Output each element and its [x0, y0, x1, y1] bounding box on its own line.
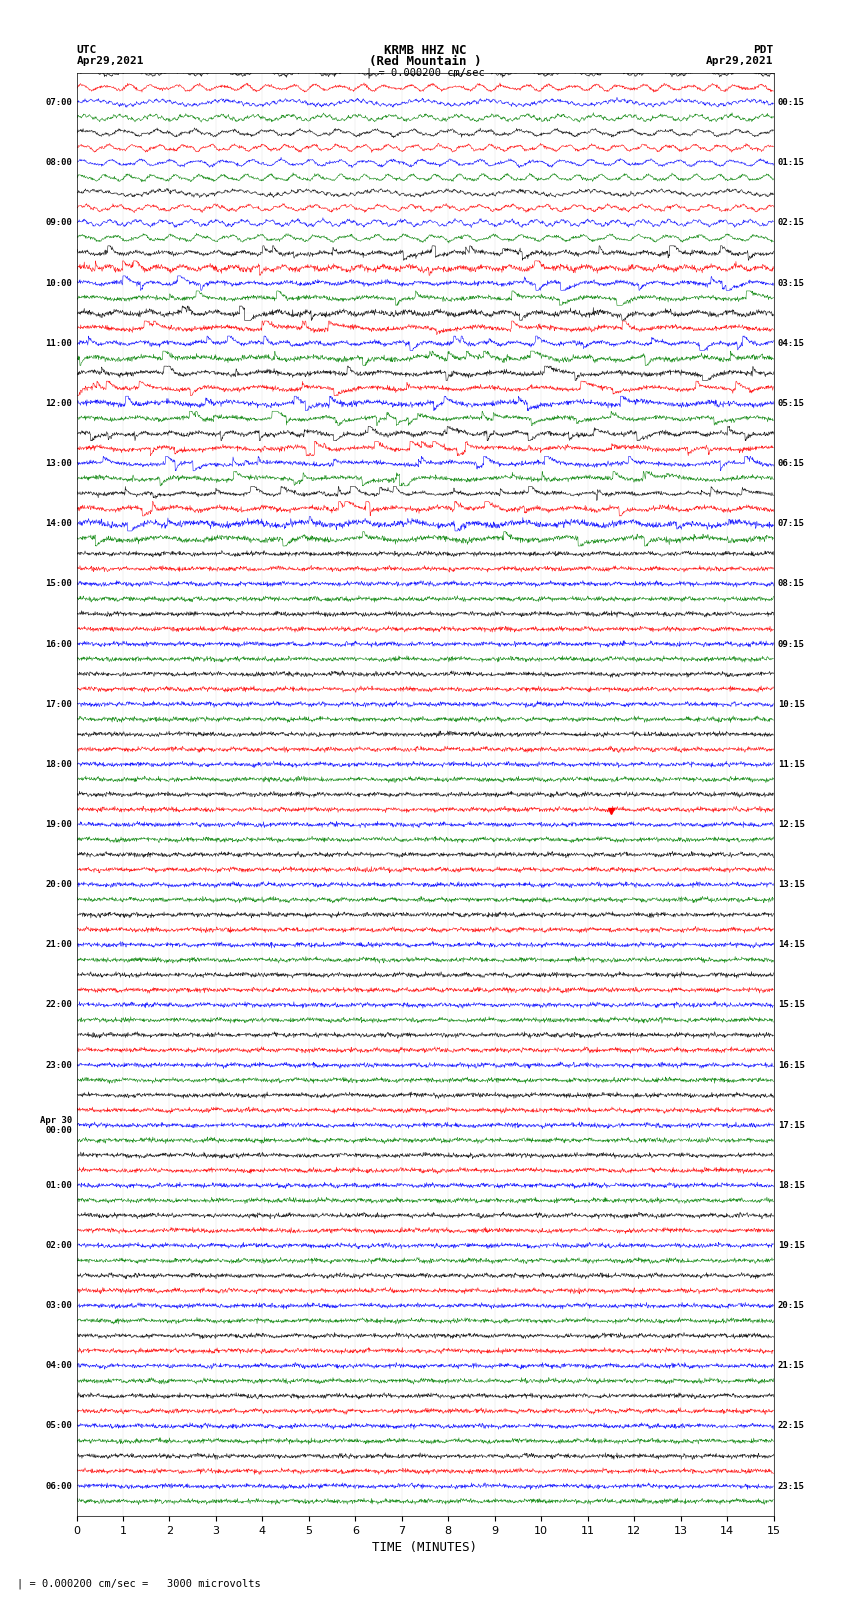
Text: 12:15: 12:15 [778, 819, 805, 829]
Text: 09:15: 09:15 [778, 639, 805, 648]
Text: (Red Mountain ): (Red Mountain ) [369, 55, 481, 68]
Text: 08:15: 08:15 [778, 579, 805, 589]
Text: 21:15: 21:15 [778, 1361, 805, 1371]
Text: 22:15: 22:15 [778, 1421, 805, 1431]
Text: 06:00: 06:00 [45, 1482, 72, 1490]
Text: 10:15: 10:15 [778, 700, 805, 708]
Text: 23:15: 23:15 [778, 1482, 805, 1490]
Text: 03:15: 03:15 [778, 279, 805, 287]
Text: 14:15: 14:15 [778, 940, 805, 950]
Text: 00:15: 00:15 [778, 98, 805, 106]
Text: 14:00: 14:00 [45, 519, 72, 527]
Text: Apr 30
00:00: Apr 30 00:00 [40, 1116, 72, 1136]
Text: 17:00: 17:00 [45, 700, 72, 708]
Text: 04:15: 04:15 [778, 339, 805, 348]
X-axis label: TIME (MINUTES): TIME (MINUTES) [372, 1542, 478, 1555]
Text: 02:00: 02:00 [45, 1240, 72, 1250]
Text: 12:00: 12:00 [45, 398, 72, 408]
Text: 05:00: 05:00 [45, 1421, 72, 1431]
Text: 02:15: 02:15 [778, 218, 805, 227]
Text: 21:00: 21:00 [45, 940, 72, 950]
Text: 08:00: 08:00 [45, 158, 72, 168]
Text: 22:00: 22:00 [45, 1000, 72, 1010]
Text: 11:15: 11:15 [778, 760, 805, 769]
Text: 11:00: 11:00 [45, 339, 72, 348]
Text: 05:15: 05:15 [778, 398, 805, 408]
Text: 23:00: 23:00 [45, 1061, 72, 1069]
Text: Apr29,2021: Apr29,2021 [706, 56, 774, 66]
Text: 01:00: 01:00 [45, 1181, 72, 1190]
Text: 04:00: 04:00 [45, 1361, 72, 1371]
Text: 19:00: 19:00 [45, 819, 72, 829]
Text: KRMB HHZ NC: KRMB HHZ NC [383, 44, 467, 56]
Text: 07:00: 07:00 [45, 98, 72, 106]
Text: 20:15: 20:15 [778, 1302, 805, 1310]
Text: 15:15: 15:15 [778, 1000, 805, 1010]
Text: 01:15: 01:15 [778, 158, 805, 168]
Text: | = 0.000200 cm/sec: | = 0.000200 cm/sec [366, 68, 484, 77]
Text: PDT: PDT [753, 45, 774, 55]
Text: 06:15: 06:15 [778, 460, 805, 468]
Text: 10:00: 10:00 [45, 279, 72, 287]
Text: 20:00: 20:00 [45, 881, 72, 889]
Text: 03:00: 03:00 [45, 1302, 72, 1310]
Text: 07:15: 07:15 [778, 519, 805, 527]
Text: | = 0.000200 cm/sec =   3000 microvolts: | = 0.000200 cm/sec = 3000 microvolts [17, 1579, 261, 1589]
Text: Apr29,2021: Apr29,2021 [76, 56, 144, 66]
Text: 15:00: 15:00 [45, 579, 72, 589]
Text: 18:15: 18:15 [778, 1181, 805, 1190]
Text: 19:15: 19:15 [778, 1240, 805, 1250]
Text: 18:00: 18:00 [45, 760, 72, 769]
Text: 13:00: 13:00 [45, 460, 72, 468]
Text: 13:15: 13:15 [778, 881, 805, 889]
Text: 17:15: 17:15 [778, 1121, 805, 1129]
Text: 16:15: 16:15 [778, 1061, 805, 1069]
Text: 16:00: 16:00 [45, 639, 72, 648]
Text: UTC: UTC [76, 45, 97, 55]
Text: 09:00: 09:00 [45, 218, 72, 227]
